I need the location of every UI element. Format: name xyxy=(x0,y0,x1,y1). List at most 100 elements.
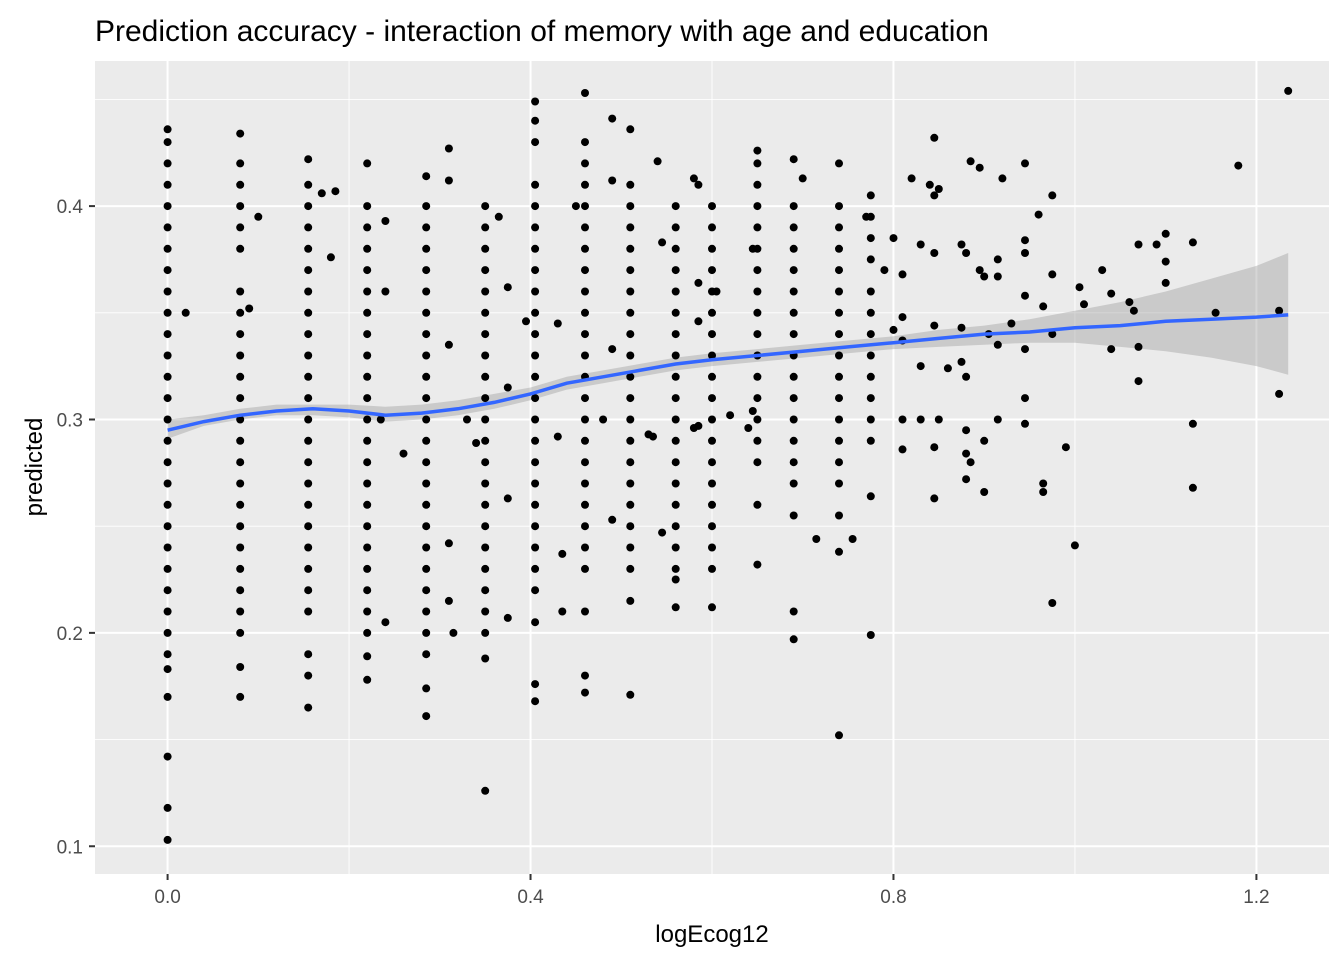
data-point xyxy=(531,415,540,424)
data-point xyxy=(835,308,843,317)
data-point xyxy=(522,317,530,326)
data-point xyxy=(531,500,540,509)
data-point xyxy=(993,415,1002,424)
data-point xyxy=(363,244,372,253)
data-point xyxy=(599,415,608,424)
data-point xyxy=(422,543,431,552)
data-point xyxy=(626,202,635,211)
data-point xyxy=(708,351,716,360)
data-point xyxy=(481,415,490,424)
data-point xyxy=(304,394,313,403)
y-tick-label: 0.4 xyxy=(57,197,84,218)
data-point xyxy=(422,564,431,573)
data-point xyxy=(671,351,680,360)
data-point xyxy=(1075,283,1084,292)
data-point xyxy=(531,458,540,467)
data-point xyxy=(626,287,635,296)
data-point xyxy=(422,415,431,424)
x-tick-label: 0.4 xyxy=(517,887,544,908)
data-point xyxy=(304,586,313,595)
data-point xyxy=(163,607,172,616)
data-point xyxy=(422,308,431,317)
data-point xyxy=(789,635,798,644)
data-point xyxy=(163,202,172,211)
data-point xyxy=(862,212,871,221)
data-point xyxy=(422,330,431,339)
data-point xyxy=(304,671,313,680)
data-point xyxy=(1021,394,1029,403)
data-point xyxy=(163,436,172,445)
data-point xyxy=(671,436,680,445)
data-point xyxy=(245,304,254,313)
data-point xyxy=(163,372,172,381)
data-point xyxy=(930,133,939,142)
data-point xyxy=(916,415,925,424)
data-point xyxy=(1039,302,1048,311)
data-point xyxy=(381,217,390,225)
data-point xyxy=(626,125,635,134)
axes: 0.0 0.4 0.8 1.2 0.1 0.2 0.3 0.4 xyxy=(57,197,1270,908)
data-point xyxy=(481,330,490,339)
data-point xyxy=(503,383,512,392)
data-point xyxy=(993,340,1002,349)
data-point xyxy=(898,270,907,279)
data-point xyxy=(753,415,762,424)
data-point xyxy=(889,325,898,334)
data-point xyxy=(481,266,490,275)
data-point xyxy=(608,176,617,185)
data-point xyxy=(236,330,245,339)
data-point xyxy=(481,607,490,616)
data-point xyxy=(1129,306,1138,315)
data-point xyxy=(236,586,245,595)
data-point xyxy=(1070,541,1079,550)
data-point xyxy=(163,394,172,403)
data-point xyxy=(1275,306,1284,315)
data-point xyxy=(1275,389,1284,398)
data-point xyxy=(581,138,589,147)
data-point xyxy=(671,415,680,424)
data-point xyxy=(363,675,372,684)
data-point xyxy=(1021,159,1029,168)
data-point xyxy=(1161,257,1170,266)
data-point xyxy=(531,97,540,106)
data-point xyxy=(381,287,390,296)
data-point xyxy=(163,650,172,659)
data-point xyxy=(866,372,875,381)
data-point xyxy=(163,351,172,360)
data-point xyxy=(626,330,635,339)
data-point xyxy=(1188,483,1197,492)
data-point xyxy=(608,114,617,123)
data-point xyxy=(998,174,1007,183)
data-point xyxy=(889,234,898,243)
data-point xyxy=(581,330,589,339)
data-point xyxy=(503,283,512,292)
data-point xyxy=(626,180,635,189)
data-point xyxy=(581,522,589,531)
data-point xyxy=(236,458,245,467)
data-point xyxy=(753,500,762,509)
data-point xyxy=(708,308,716,317)
data-point xyxy=(531,618,540,627)
data-point xyxy=(581,202,589,211)
data-point xyxy=(399,449,408,458)
data-point xyxy=(753,266,762,275)
data-point xyxy=(581,458,589,467)
data-point xyxy=(163,458,172,467)
data-point xyxy=(626,564,635,573)
data-point xyxy=(866,394,875,403)
data-point xyxy=(531,479,540,488)
data-point xyxy=(1039,479,1048,488)
y-tick-label: 0.3 xyxy=(57,410,83,431)
data-point xyxy=(708,500,716,509)
data-point xyxy=(1188,238,1197,247)
data-point xyxy=(444,539,453,548)
data-point xyxy=(934,185,943,193)
data-point xyxy=(626,223,635,232)
data-point xyxy=(181,308,190,317)
data-point xyxy=(835,351,843,360)
data-point xyxy=(163,692,172,701)
data-point xyxy=(531,266,540,275)
data-point xyxy=(463,415,471,424)
data-point xyxy=(748,244,757,253)
data-point xyxy=(481,500,490,509)
